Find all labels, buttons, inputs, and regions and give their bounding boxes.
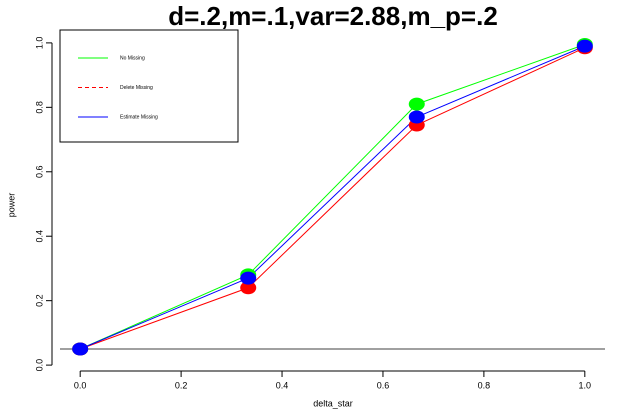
x-axis-label: delta_star [313, 398, 353, 408]
x-tick-label: 0.4 [276, 380, 289, 390]
series-line [79, 44, 585, 350]
y-tick-label: 0.4 [34, 230, 44, 243]
x-tick-label: 0.6 [377, 380, 390, 390]
data-point [576, 39, 593, 53]
y-tick-label: 0.0 [34, 359, 44, 372]
x-tick-label: 1.0 [579, 380, 592, 390]
series-line [80, 47, 586, 350]
y-tick-label: 0.2 [34, 294, 44, 307]
data-point [72, 342, 89, 356]
y-tick-label: 1.0 [34, 37, 44, 50]
x-tick-label: 0.0 [74, 380, 87, 390]
y-axis-label: power [6, 193, 16, 218]
y-tick-label: 0.6 [34, 166, 44, 179]
series-line [79, 45, 586, 350]
x-tick-label: 0.2 [175, 380, 188, 390]
x-tick-label: 0.8 [478, 380, 491, 390]
data-point [408, 110, 425, 124]
y-tick-label: 0.8 [34, 101, 44, 114]
legend-label: Estimate Missing [120, 114, 158, 120]
data-point [240, 281, 257, 295]
data-point [240, 271, 257, 285]
legend-label: Delete Missing [120, 85, 153, 91]
chart-title: d=.2,m=.1,var=2.88,m_p=.2 [168, 1, 498, 31]
data-point [408, 97, 425, 111]
legend-box [59, 29, 239, 143]
legend-label: No Missing [120, 55, 145, 61]
